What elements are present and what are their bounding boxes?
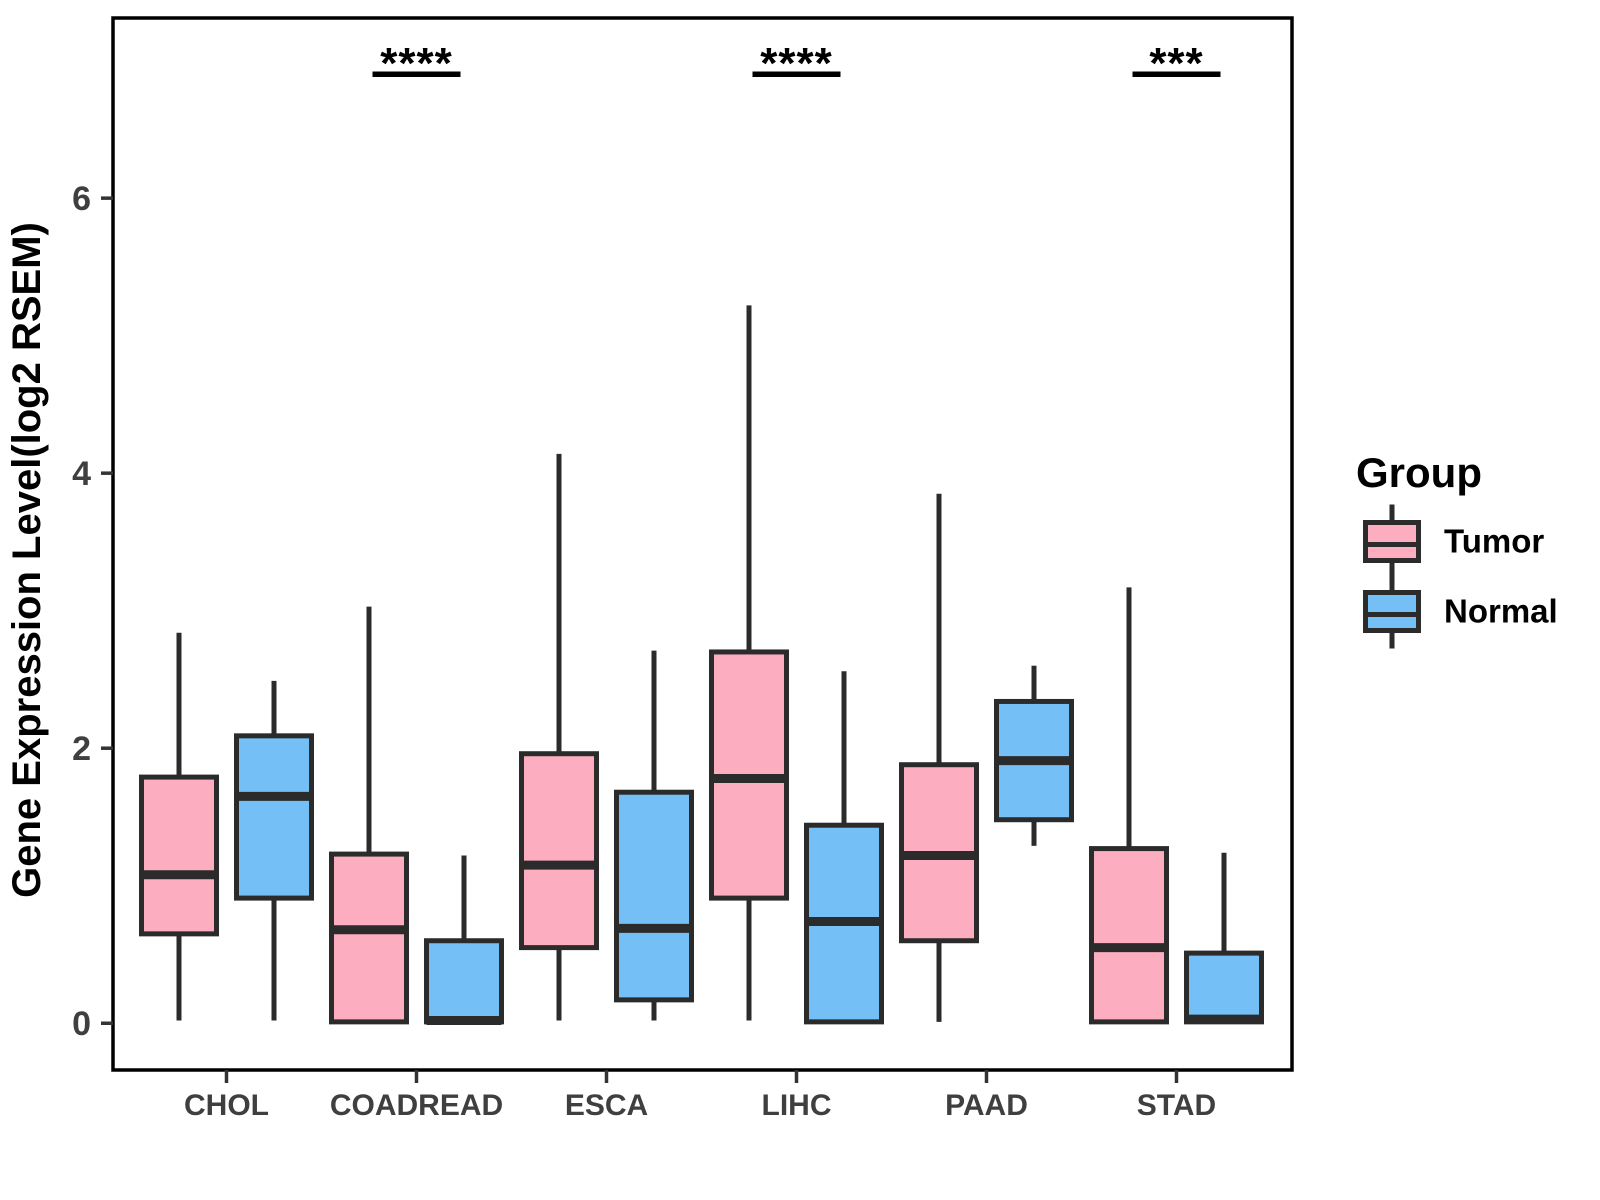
- boxplot-tumor-chol: [139, 632, 219, 1021]
- y-tick-label: 6: [72, 180, 91, 218]
- iqr-box: [234, 733, 314, 901]
- iqr-box: [1184, 950, 1264, 1025]
- iqr-box: [329, 851, 409, 1025]
- boxplot-normal-lihc: [804, 671, 884, 1025]
- significance-label: ****: [380, 39, 453, 88]
- boxplot-tumor-lihc: [709, 305, 789, 1021]
- boxplot-normal-chol: [234, 680, 314, 1021]
- y-tick-label: 4: [72, 455, 91, 493]
- iqr-box: [519, 751, 599, 951]
- y-axis-title: Gene Expression Level(log2 RSEM): [5, 222, 49, 898]
- boxplot-normal-stad: [1184, 852, 1264, 1025]
- x-tick-label: LIHC: [762, 1089, 832, 1122]
- boxplot-tumor-paad: [899, 493, 979, 1022]
- significance-label: ***: [1149, 39, 1203, 88]
- boxplot-normal-paad: [994, 665, 1074, 846]
- x-tick-label: ESCA: [565, 1089, 648, 1122]
- boxplot-normal-esca: [614, 650, 694, 1021]
- x-tick-label: CHOL: [184, 1089, 269, 1122]
- legend-label: Normal: [1444, 593, 1558, 630]
- significance-underline: [372, 71, 461, 77]
- legend-label: Tumor: [1444, 523, 1544, 560]
- legend-key-tumor: [1363, 504, 1421, 579]
- x-tick-label: PAAD: [945, 1089, 1028, 1122]
- iqr-box: [424, 938, 504, 1025]
- legend-key-normal: [1363, 574, 1421, 649]
- boxplot-tumor-esca: [519, 453, 599, 1021]
- iqr-box: [1089, 846, 1169, 1025]
- significance-underline: [752, 71, 841, 77]
- boxplot-tumor-coadread: [329, 606, 409, 1025]
- iqr-box: [614, 789, 694, 1003]
- y-tick-label: 0: [72, 1005, 91, 1043]
- legend-title: Group: [1356, 449, 1482, 496]
- boxplot-normal-coadread: [424, 855, 504, 1025]
- significance-underline: [1132, 71, 1221, 77]
- legend-key-box: [1363, 520, 1421, 563]
- x-tick-label: STAD: [1137, 1089, 1216, 1122]
- legend-key-box: [1363, 590, 1421, 633]
- significance-label: ****: [760, 39, 833, 88]
- boxplot-tumor-stad: [1089, 587, 1169, 1025]
- iqr-box: [139, 774, 219, 937]
- y-tick-label: 2: [72, 730, 91, 768]
- x-tick-label: COADREAD: [330, 1089, 503, 1122]
